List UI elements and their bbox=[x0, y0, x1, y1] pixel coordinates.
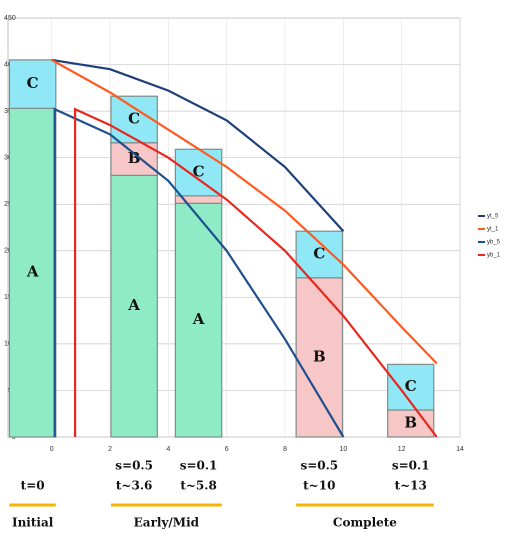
x-tick-label: 8 bbox=[283, 446, 287, 453]
segment-label: B bbox=[313, 347, 326, 365]
bar-segment bbox=[110, 142, 158, 176]
legend-label: yt_1 bbox=[487, 227, 499, 233]
bar-segment bbox=[8, 107, 57, 438]
segment-label: A bbox=[127, 296, 140, 314]
group-label: Early/Mid bbox=[134, 516, 200, 530]
x-tick-label: 0 bbox=[50, 446, 54, 453]
segment-label: B bbox=[128, 149, 141, 167]
bar-label: s=0.1 bbox=[180, 459, 218, 473]
x-tick-label: 2 bbox=[108, 446, 112, 453]
bar-label: t~5.8 bbox=[180, 479, 216, 493]
bar-label: s=0.1 bbox=[392, 459, 430, 473]
x-tick-label: 6 bbox=[225, 446, 229, 453]
y-tick-label: 450 bbox=[4, 15, 16, 22]
bar-label: s=0.5 bbox=[300, 459, 338, 473]
segment-label: C bbox=[313, 245, 325, 263]
segment-label: C bbox=[128, 109, 140, 127]
segment-label: C bbox=[27, 74, 39, 92]
legend-label: yb_1 bbox=[487, 253, 501, 259]
bar-label: s=0.5 bbox=[115, 459, 153, 473]
bar-label: t~10 bbox=[303, 479, 335, 493]
legend-label: yt_5 bbox=[487, 214, 499, 220]
x-tick-label: 4 bbox=[166, 446, 170, 453]
bar-segment bbox=[110, 95, 158, 144]
x-tick-label: 12 bbox=[398, 446, 406, 453]
bar-segment bbox=[295, 230, 344, 279]
group-label: Initial bbox=[12, 516, 54, 530]
segment-label: B bbox=[404, 413, 417, 431]
segment-label: C bbox=[193, 163, 205, 181]
series-line bbox=[74, 107, 438, 438]
bar-segment bbox=[174, 148, 223, 197]
bar-label: t=0 bbox=[21, 479, 45, 493]
bar-label: t~13 bbox=[395, 479, 427, 493]
segment-label: A bbox=[192, 310, 205, 328]
series-line bbox=[53, 107, 345, 438]
bar-label: t~3.6 bbox=[116, 479, 152, 493]
legend-label: yb_5 bbox=[487, 240, 501, 246]
segment-label: C bbox=[405, 377, 417, 395]
bar-segment bbox=[8, 59, 57, 109]
series-line bbox=[51, 58, 345, 232]
series-line bbox=[51, 58, 438, 365]
group-label: Complete bbox=[333, 516, 397, 530]
segment-label: A bbox=[26, 263, 39, 281]
x-tick-label: 14 bbox=[456, 446, 464, 453]
bar-segment bbox=[174, 202, 223, 438]
x-tick-label: 10 bbox=[339, 446, 347, 453]
